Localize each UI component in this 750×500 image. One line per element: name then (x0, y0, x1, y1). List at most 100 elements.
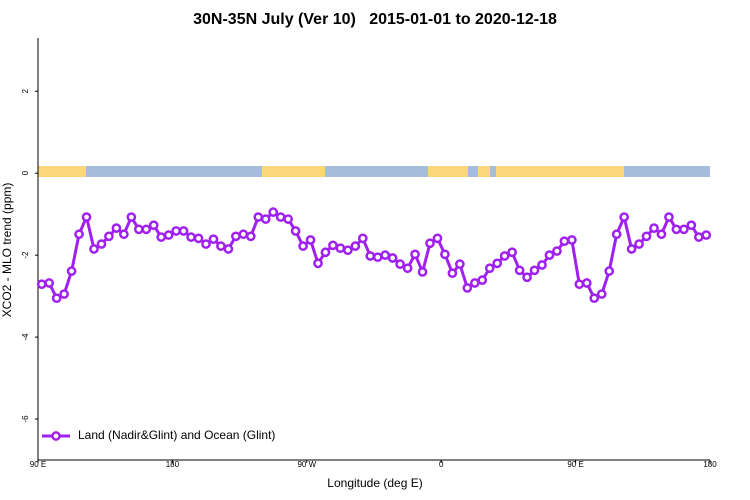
data-point (596, 289, 607, 299)
land-band (496, 166, 624, 177)
data-point (679, 224, 689, 235)
data-point (104, 231, 114, 242)
data-point (66, 266, 77, 276)
data-point (51, 293, 62, 304)
data-point (126, 212, 137, 222)
x-tick-label: 180 (166, 460, 180, 469)
data-point (275, 212, 286, 222)
data-point (148, 220, 159, 231)
data-point (634, 239, 644, 249)
x-tick-label: 90 E (30, 460, 46, 469)
data-point (589, 293, 600, 304)
data-point (380, 250, 391, 260)
data-point (440, 249, 450, 260)
data-point (186, 232, 196, 242)
data-point (96, 239, 107, 249)
legend-label: Land (Nadir&Glint) and Ocean (Glint) (78, 428, 275, 442)
data-point (328, 240, 338, 251)
data-point (544, 250, 555, 260)
data-point (574, 279, 585, 290)
data-point (626, 244, 637, 254)
data-point (350, 241, 361, 251)
data-point (432, 233, 443, 244)
land-band (428, 166, 468, 177)
data-point (372, 252, 383, 263)
data-point (499, 251, 510, 261)
y-tick-label: -2 (21, 251, 30, 259)
data-point (133, 224, 144, 235)
data-point (260, 214, 271, 224)
data-point (410, 249, 420, 260)
data-point (686, 220, 697, 231)
data-point (238, 229, 249, 240)
data-point (641, 231, 652, 242)
data-point (537, 260, 547, 270)
land-band (38, 166, 86, 177)
data-point (552, 246, 562, 256)
data-point (171, 226, 181, 236)
data-point (231, 231, 241, 242)
data-point (395, 259, 405, 270)
land-band (478, 166, 490, 177)
data-point (656, 229, 667, 240)
data-point (193, 233, 204, 244)
data-point (611, 229, 622, 240)
data-point (567, 235, 577, 245)
data-point (223, 244, 234, 254)
data-point (484, 263, 495, 274)
data-point (387, 253, 398, 263)
data-point (417, 267, 428, 277)
data-point (469, 278, 480, 288)
data-point (693, 232, 704, 242)
data-point (701, 230, 712, 240)
data-point (514, 265, 525, 276)
data-point (44, 278, 55, 288)
data-point (59, 289, 69, 299)
land-ocean-mask (38, 166, 710, 177)
data-point (245, 231, 256, 242)
data-point (559, 236, 570, 247)
data-point (581, 278, 592, 288)
y-axis-label: XCO2 - MLO trend (ppm) (0, 183, 14, 318)
data-point (298, 241, 308, 251)
x-tick-label: 0 (439, 460, 444, 469)
data-point (455, 259, 465, 270)
data-point (36, 279, 47, 290)
data-point (163, 230, 174, 240)
data-point (111, 223, 122, 233)
land-band (262, 166, 325, 177)
x-tick-label: 180 (703, 460, 717, 469)
legend-marker (51, 431, 61, 441)
data-point (447, 268, 458, 279)
data-point (216, 241, 226, 251)
data-point (522, 272, 532, 283)
chart-title: 30N-35N July (Ver 10) 2015-01-01 to 2020… (193, 11, 557, 28)
data-point (74, 229, 84, 240)
data-point (529, 265, 540, 276)
x-axis-label: Longitude (deg E) (327, 476, 422, 490)
data-point (604, 266, 615, 276)
data-point (462, 283, 473, 293)
data-point (619, 212, 629, 222)
x-tick-label: 90 E (567, 460, 583, 469)
data-point (313, 258, 323, 269)
data-point (89, 244, 99, 254)
data-point (119, 229, 129, 240)
data-point (81, 212, 92, 222)
data-point (477, 275, 488, 285)
data-point (425, 238, 435, 249)
data-point (335, 243, 346, 254)
data-point (664, 212, 674, 222)
y-tick-label: 2 (21, 88, 30, 93)
data-point (208, 234, 219, 245)
data-point (178, 226, 189, 236)
data-point (201, 239, 211, 249)
data-point (357, 233, 368, 244)
data-point (365, 251, 376, 261)
y-tick-label: 0 (21, 170, 30, 175)
data-point (402, 263, 413, 274)
y-tick-label: -6 (21, 415, 30, 423)
data-point (320, 247, 331, 258)
data-point (507, 247, 517, 258)
